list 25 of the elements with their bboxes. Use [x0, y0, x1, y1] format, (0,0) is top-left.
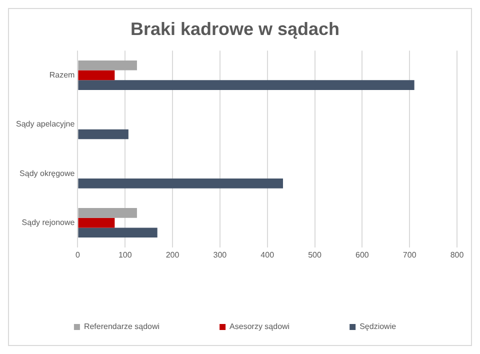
- y-tick-label: Razem: [49, 70, 76, 80]
- x-tick-label: 0: [75, 250, 80, 260]
- y-tick-label: Sądy apelacyjne: [16, 120, 76, 129]
- bar: [78, 178, 283, 188]
- bar: [78, 208, 137, 218]
- legend-label: Referendarze sądowi: [84, 322, 160, 332]
- x-tick-label: 600: [355, 250, 370, 260]
- x-tick-label: 800: [450, 250, 464, 260]
- x-tick-label: 300: [213, 250, 228, 260]
- y-tick-label: Sądy rejonowe: [22, 218, 76, 228]
- x-tick-label: 100: [118, 250, 132, 260]
- bar: [78, 129, 128, 140]
- y-tick-label: Sądy okręgowe: [20, 168, 76, 178]
- legend-label: Sędziowie: [360, 322, 397, 332]
- bar: [78, 70, 115, 80]
- x-tick-label: 200: [166, 250, 180, 260]
- x-tick-label: 700: [402, 250, 417, 260]
- bar: [78, 228, 158, 238]
- legend-label: Asesorzy sądowi: [230, 322, 290, 332]
- bar: [78, 218, 115, 228]
- x-tick-label: 500: [308, 250, 322, 260]
- chart-title: Braki kadrowe w sądach: [130, 18, 340, 39]
- x-tick-label: 400: [260, 250, 275, 260]
- bar: [78, 60, 137, 70]
- bar: [78, 80, 414, 90]
